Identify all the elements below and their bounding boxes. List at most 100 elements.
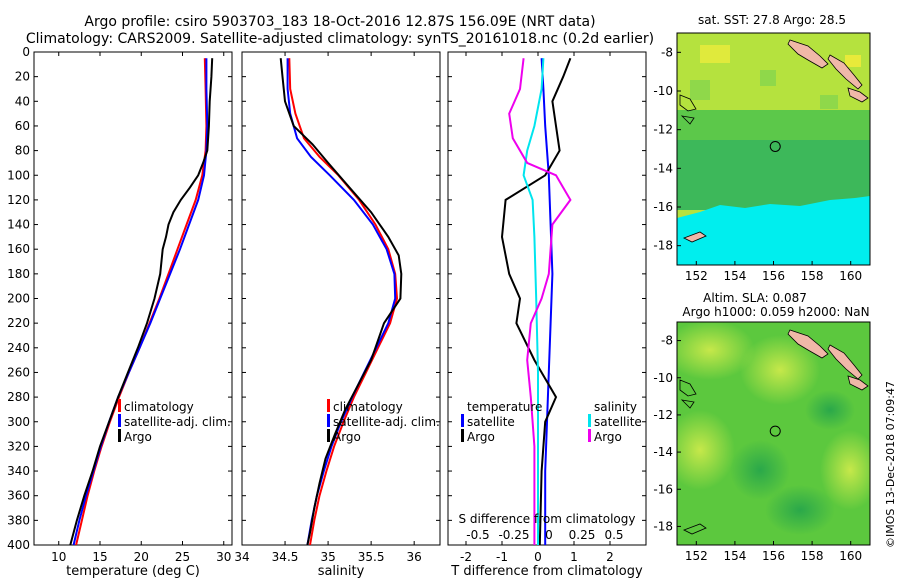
depth-tick-label: 180 bbox=[7, 267, 30, 281]
x-tick-label: 34.5 bbox=[272, 550, 299, 564]
legend-swatch-argo bbox=[118, 429, 121, 442]
x-tick-label: -2 bbox=[460, 550, 472, 564]
argo-location-marker bbox=[769, 140, 781, 152]
lat-tick-label: -12 bbox=[653, 123, 673, 137]
lat-tick-label: -10 bbox=[653, 84, 673, 98]
legend-swatch-climatology bbox=[118, 399, 121, 412]
sla-map-axes: 152 154 156 158 160 -8 -10 -12 -14 -16 -18 bbox=[653, 334, 862, 563]
depth-tick-label: 40 bbox=[15, 94, 30, 108]
depth-tick-label: 280 bbox=[7, 390, 30, 404]
legend-label-satellite: satellite-adj. clim. bbox=[124, 415, 231, 429]
depth-tick-label: 200 bbox=[7, 292, 30, 306]
depth-axis: 0 20 40 60 80 100 120 140 160 180 200 220 240 260 280 3… bbox=[7, 45, 646, 552]
x-tick-label: 34 bbox=[234, 550, 249, 564]
coastline bbox=[683, 523, 707, 535]
title-line-1: Argo profile: csiro 5903703_183 18-Oct-2… bbox=[84, 14, 595, 30]
lat-tick-label: -12 bbox=[653, 408, 673, 422]
lon-tick-label: 158 bbox=[801, 549, 824, 563]
depth-tick-label: 220 bbox=[7, 316, 30, 330]
watermark: ©IMOS 13-Dec-2018 07:09:47 bbox=[884, 381, 897, 548]
series-line-t-satellite bbox=[540, 58, 554, 545]
lat-tick-label: -8 bbox=[661, 45, 673, 59]
legend-swatch-t-satellite bbox=[461, 414, 464, 427]
salinity-axis-label: salinity bbox=[318, 564, 365, 579]
depth-tick-label: 20 bbox=[15, 70, 30, 84]
legend-label-argo: Argo bbox=[333, 430, 361, 444]
coastline bbox=[683, 231, 707, 243]
x-tick-label: 25 bbox=[175, 550, 190, 564]
depth-tick-label: 380 bbox=[7, 513, 30, 527]
sst-cold-region bbox=[677, 196, 870, 265]
coastline bbox=[787, 329, 829, 359]
depth-tick-label: 240 bbox=[7, 341, 30, 355]
series-line-argo bbox=[279, 58, 403, 545]
difference-x-axis: -2 -1 0 1 2 bbox=[460, 52, 614, 564]
legend-label-s-satellite: satellite bbox=[594, 415, 642, 429]
temperature-series bbox=[69, 58, 214, 545]
s-tick-label: -0.5 bbox=[466, 528, 489, 542]
t-difference-axis-label: T difference from climatology bbox=[450, 564, 643, 579]
series-line-argo bbox=[69, 58, 214, 545]
sla-map-title-1: Altim. SLA: 0.087 bbox=[703, 291, 807, 305]
difference-panel bbox=[447, 51, 647, 546]
lon-tick-label: 156 bbox=[762, 549, 785, 563]
lon-tick-label: 152 bbox=[685, 549, 708, 563]
sla-blob bbox=[820, 430, 870, 510]
lon-tick-label: 160 bbox=[839, 549, 862, 563]
lat-tick-label: -18 bbox=[653, 519, 673, 533]
x-tick-label: 20 bbox=[134, 550, 149, 564]
series-line-t-argo bbox=[500, 57, 572, 545]
x-tick-label: -1 bbox=[496, 550, 508, 564]
x-tick-label: 2 bbox=[606, 550, 614, 564]
coastline bbox=[679, 379, 697, 409]
sla-blob bbox=[677, 322, 755, 380]
legend-label-argo: Argo bbox=[124, 430, 152, 444]
legend-label-t-argo: Argo bbox=[467, 430, 495, 444]
x-tick-label: 35.5 bbox=[358, 550, 385, 564]
coastline bbox=[787, 39, 829, 69]
sla-blob bbox=[730, 440, 790, 500]
salinity-series bbox=[279, 58, 403, 545]
depth-tick-label: 100 bbox=[7, 168, 30, 182]
x-tick-label: 30 bbox=[216, 550, 231, 564]
salinity-legend: climatology satellite-adj. clim. Argo bbox=[327, 399, 440, 444]
s-difference-axis-label: S difference from climatology bbox=[459, 512, 636, 526]
lat-tick-label: -14 bbox=[653, 445, 673, 459]
legend-swatch-satellite bbox=[118, 414, 121, 427]
depth-tick-label: 360 bbox=[7, 489, 30, 503]
legend-swatch-climatology bbox=[327, 399, 330, 412]
depth-tick-label: 140 bbox=[7, 218, 30, 232]
lon-tick-label: 160 bbox=[839, 269, 862, 283]
lat-tick-label: -18 bbox=[653, 239, 673, 253]
depth-tick-label: 60 bbox=[15, 119, 30, 133]
s-tick-label: 0 bbox=[545, 528, 553, 542]
s-tick-label: 0.25 bbox=[569, 528, 596, 542]
x-tick-label: 36 bbox=[407, 550, 422, 564]
depth-tick-label: 160 bbox=[7, 242, 30, 256]
sla-blob bbox=[805, 390, 855, 430]
coastline bbox=[827, 54, 863, 90]
lat-tick-label: -16 bbox=[653, 200, 673, 214]
difference-legend: temperature satellite Argo salinity sate… bbox=[461, 400, 642, 444]
legend-swatch-t-argo bbox=[461, 429, 464, 442]
sst-map-axes: 152 154 156 158 160 -8 -10 -12 -14 -16 -18 bbox=[653, 45, 862, 283]
legend-label-s-argo: Argo bbox=[594, 430, 622, 444]
sst-map-title: sat. SST: 27.8 Argo: 28.5 bbox=[698, 13, 846, 27]
x-tick-label: 35 bbox=[320, 550, 335, 564]
depth-tick-label: 0 bbox=[22, 45, 30, 59]
temperature-legend: climatology satellite-adj. clim. Argo bbox=[118, 399, 231, 444]
x-tick-label: 0 bbox=[534, 550, 542, 564]
legend-swatch-s-satellite bbox=[588, 414, 591, 427]
lat-tick-label: -16 bbox=[653, 482, 673, 496]
lon-tick-label: 152 bbox=[685, 269, 708, 283]
coastline bbox=[847, 87, 869, 103]
legend-swatch-argo bbox=[327, 429, 330, 442]
title-line-2: Climatology: CARS2009. Satellite-adjuste… bbox=[26, 31, 654, 47]
depth-tick-label: 300 bbox=[7, 415, 30, 429]
coastline bbox=[847, 375, 869, 391]
legend-title-salinity: salinity bbox=[594, 400, 637, 414]
salinity-x-axis: 34 34.5 35 35.5 36 bbox=[234, 52, 422, 564]
legend-label-climatology: climatology bbox=[124, 400, 194, 414]
argo-location-marker bbox=[769, 425, 781, 437]
